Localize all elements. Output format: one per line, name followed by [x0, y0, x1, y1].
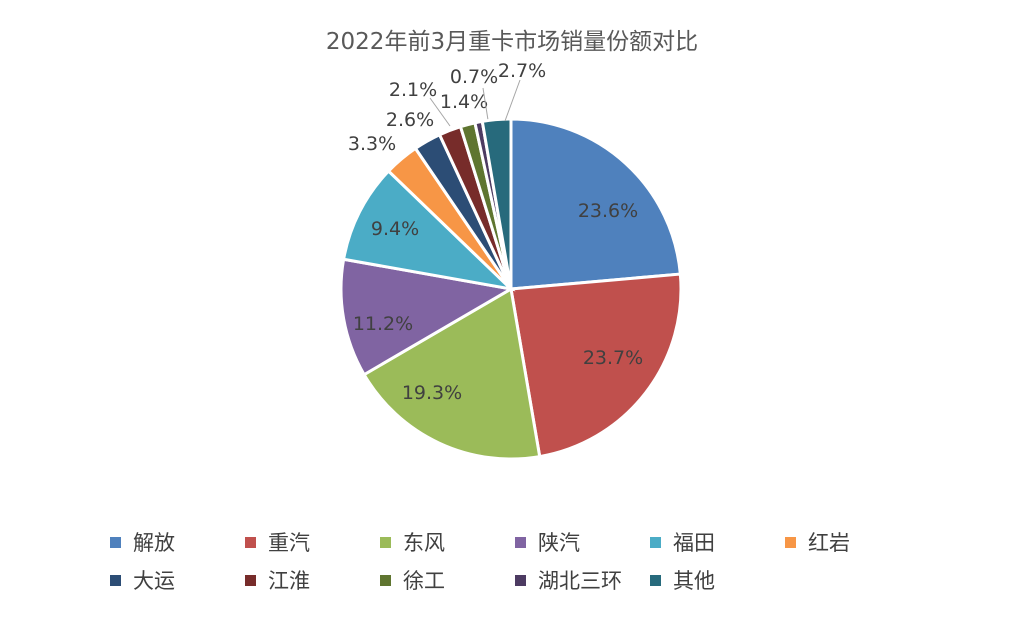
data-label: 23.7%: [583, 347, 643, 369]
pie-slice-解放: [509, 117, 682, 291]
data-label: 1.4%: [440, 91, 488, 113]
leader-line: [482, 87, 489, 121]
legend-swatch: [515, 574, 526, 586]
legend-label: 徐工: [403, 569, 445, 593]
legend-label: 重汽: [268, 531, 310, 555]
legend-swatch: [380, 536, 391, 548]
pie-slice-陕汽: [339, 257, 516, 377]
data-label: 11.2%: [353, 313, 413, 335]
legend-item: 江淮: [245, 565, 380, 595]
leader-line: [429, 97, 451, 127]
legend-row-2: 大运 江淮 徐工 湖北三环 其他: [110, 565, 930, 595]
data-label: 23.6%: [578, 200, 638, 222]
legend-item: 解放: [110, 527, 245, 557]
legend-swatch: [245, 536, 256, 548]
legend-label: 解放: [133, 531, 175, 555]
legend-item: 红岩: [785, 527, 920, 557]
legend-swatch: [515, 536, 526, 548]
data-label: 9.4%: [371, 218, 419, 240]
pie-slice-东风: [362, 286, 542, 461]
legend-swatch: [785, 536, 796, 548]
legend-item: 东风: [380, 527, 515, 557]
legend-item: 大运: [110, 565, 245, 595]
leader-line: [504, 79, 521, 122]
legend-item: 湖北三环: [515, 565, 650, 595]
legend-label: 红岩: [808, 531, 850, 555]
legend-swatch: [110, 536, 121, 548]
legend-label: 江淮: [268, 569, 310, 593]
data-label: 2.6%: [386, 109, 434, 131]
legend-swatch: [110, 574, 121, 586]
data-label: 2.7%: [498, 60, 546, 82]
legend-swatch: [650, 536, 661, 548]
legend-label: 大运: [133, 569, 175, 593]
legend-label: 福田: [673, 531, 715, 555]
legend-label: 陕汽: [538, 531, 580, 555]
legend-label: 其他: [673, 569, 715, 593]
pie-slice-福田: [341, 168, 516, 292]
legend-label: 东风: [403, 531, 445, 555]
legend-item: 福田: [650, 527, 785, 557]
data-label: 3.3%: [348, 133, 396, 155]
legend-swatch: [650, 574, 661, 586]
legend-item: 陕汽: [515, 527, 650, 557]
legend-item: 其他: [650, 565, 785, 595]
legend-item: 徐工: [380, 565, 515, 595]
legend-label: 湖北三环: [538, 569, 622, 593]
legend-row-1: 解放 重汽 东风 陕汽 福田 红岩: [110, 527, 930, 557]
pie-slice-重汽: [509, 272, 683, 459]
data-label: 2.1%: [389, 79, 437, 101]
data-label: 0.7%: [450, 66, 498, 88]
data-label: 19.3%: [402, 382, 462, 404]
legend-swatch: [380, 574, 391, 586]
chart-title: 2022年前3月重卡市场销量份额对比: [325, 29, 699, 55]
legend-item: 重汽: [245, 527, 380, 557]
legend-swatch: [245, 574, 256, 586]
pie-slice-其他: [480, 117, 513, 290]
